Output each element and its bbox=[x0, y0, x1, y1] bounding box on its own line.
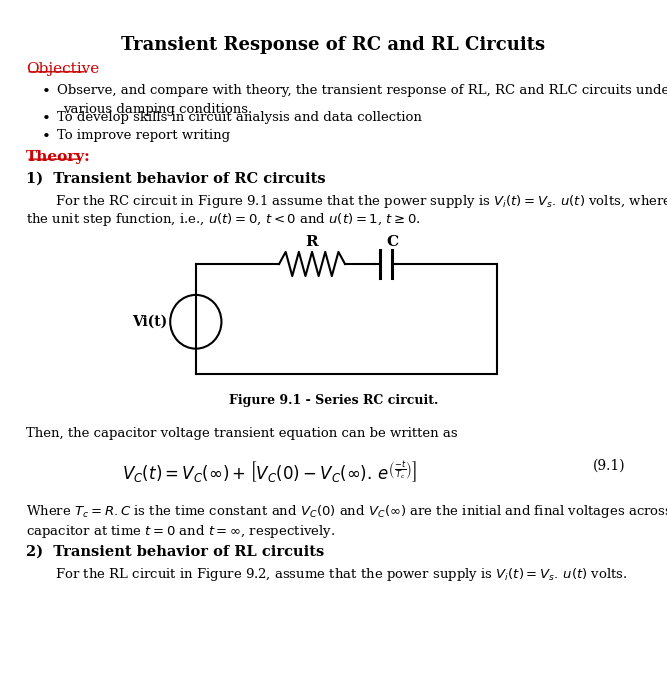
Text: Then, the capacitor voltage transient equation can be written as: Then, the capacitor voltage transient eq… bbox=[26, 427, 458, 440]
Text: Where $T_c = R.C$ is the time constant and $V_C(0)$ and $V_C(\infty)$ are the in: Where $T_c = R.C$ is the time constant a… bbox=[26, 503, 667, 520]
Text: the unit step function, i.e., $u(t) = 0$, $t < 0$ and $u(t) = 1$, $t \geq 0$.: the unit step function, i.e., $u(t) = 0$… bbox=[26, 211, 421, 228]
Text: Objective: Objective bbox=[26, 62, 99, 76]
Text: 2)  Transient behavior of RL circuits: 2) Transient behavior of RL circuits bbox=[26, 545, 324, 559]
Text: For the RC circuit in Figure 9.1 assume that the power supply is $V_i(t) = V_s.\: For the RC circuit in Figure 9.1 assume … bbox=[55, 193, 667, 211]
Text: (9.1): (9.1) bbox=[592, 459, 625, 473]
Text: capacitor at time $t = 0$ and $t = \infty$, respectively.: capacitor at time $t = 0$ and $t = \inft… bbox=[26, 524, 336, 540]
Text: For the RL circuit in Figure 9.2, assume that the power supply is $V_i(t) = V_s.: For the RL circuit in Figure 9.2, assume… bbox=[55, 566, 628, 583]
Text: •: • bbox=[42, 130, 51, 144]
Text: 1)  Transient behavior of RC circuits: 1) Transient behavior of RC circuits bbox=[26, 172, 325, 186]
Text: $V_C(t) = V_C(\infty) + \left[V_C(0) - V_C(\infty).\, e^{\left(\frac{-t}{T_c}\ri: $V_C(t) = V_C(\infty) + \left[V_C(0) - V… bbox=[122, 459, 417, 484]
Text: various damping conditions.: various damping conditions. bbox=[63, 103, 253, 116]
Text: •: • bbox=[42, 112, 51, 126]
Text: Transient Response of RC and RL Circuits: Transient Response of RC and RL Circuits bbox=[121, 36, 546, 53]
Text: R: R bbox=[305, 235, 318, 249]
Text: To develop skills in circuit analysis and data collection: To develop skills in circuit analysis an… bbox=[57, 111, 422, 125]
Text: Vi(t): Vi(t) bbox=[132, 315, 167, 329]
Text: Figure 9.1 - Series RC circuit.: Figure 9.1 - Series RC circuit. bbox=[229, 393, 438, 407]
Text: C: C bbox=[386, 235, 398, 249]
Text: Theory:: Theory: bbox=[26, 150, 91, 164]
Text: Observe, and compare with theory, the transient response of RL, RC and RLC circu: Observe, and compare with theory, the tr… bbox=[57, 84, 667, 97]
Text: •: • bbox=[42, 85, 51, 99]
Text: To improve report writing: To improve report writing bbox=[57, 129, 230, 142]
